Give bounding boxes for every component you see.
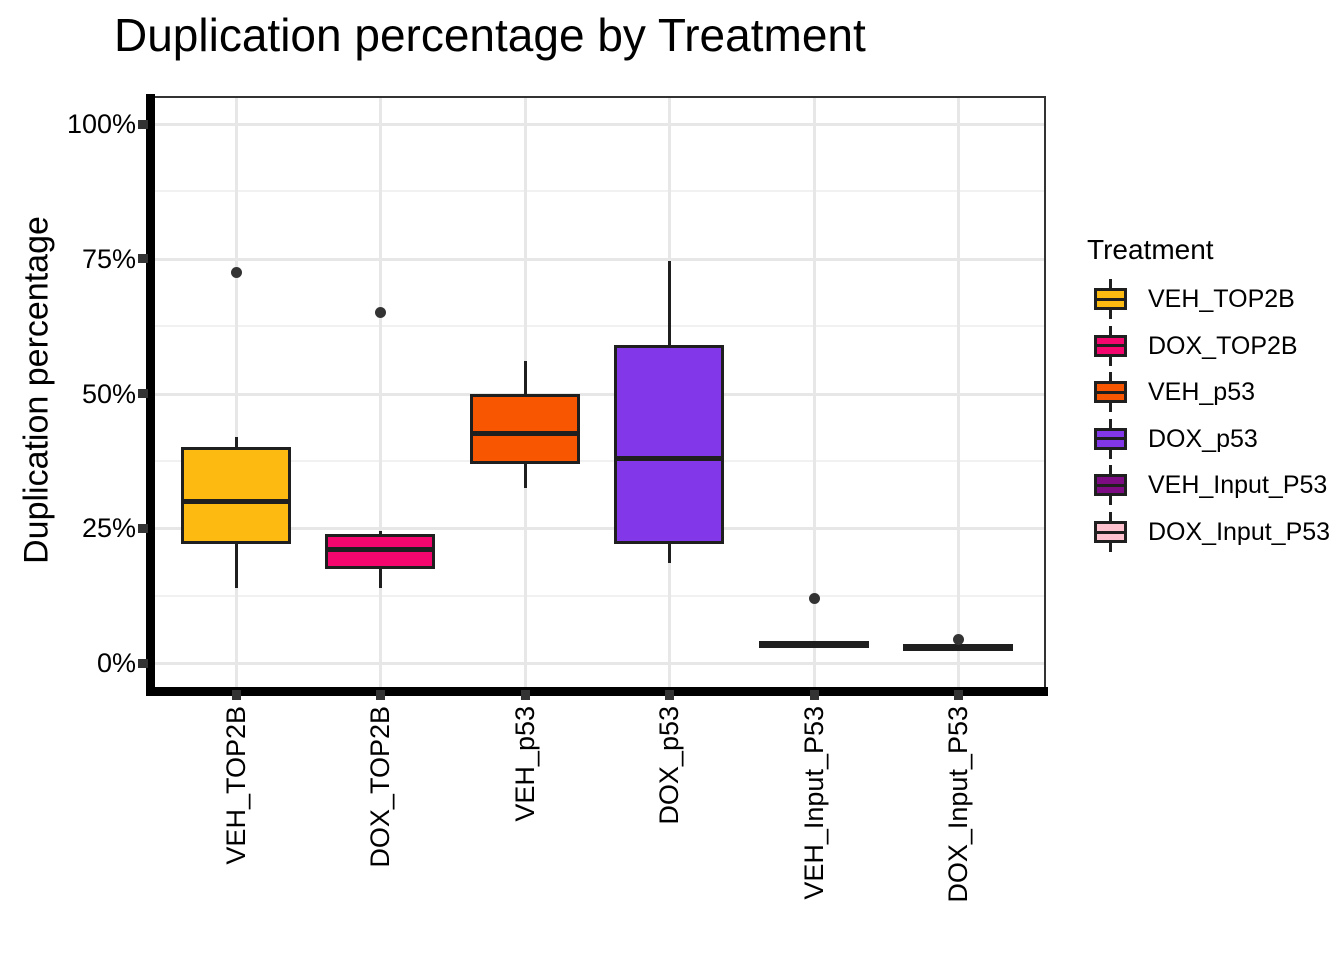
- y-tick-label: 50%: [81, 378, 136, 409]
- box-median: [759, 641, 869, 647]
- x-tick-label: VEH_Input_P53: [799, 706, 829, 900]
- legend-label: VEH_Input_P53: [1148, 471, 1328, 500]
- legend-key-dox-p53: [1094, 418, 1127, 459]
- gridline-v: [379, 96, 382, 691]
- gridline-minor-h: [150, 325, 1046, 328]
- x-tick: [375, 690, 385, 700]
- y-tick: [138, 254, 148, 264]
- legend-key-veh-input-p53: [1094, 465, 1127, 506]
- legend-key-median: [1097, 437, 1124, 441]
- gridline-minor-h: [150, 594, 1046, 597]
- outlier-point: [230, 266, 242, 278]
- page-title: Duplication percentage by Treatment: [114, 9, 866, 61]
- box-median: [614, 455, 724, 461]
- legend-label: DOX_p53: [1148, 424, 1258, 453]
- legend-key-median: [1097, 390, 1124, 394]
- legend-key-veh-p53: [1094, 372, 1127, 413]
- legend-key-dox-input-p53: [1094, 512, 1127, 552]
- axis-line-left: [146, 94, 155, 696]
- legend-label: VEH_TOP2B: [1148, 285, 1295, 313]
- x-tick: [953, 690, 963, 700]
- outlier-point: [952, 634, 964, 646]
- x-tick: [231, 690, 241, 700]
- x-tick-label: DOX_p53: [654, 706, 684, 825]
- y-tick-label: 0%: [96, 648, 136, 678]
- x-tick: [520, 690, 530, 700]
- outlier-point: [374, 307, 386, 319]
- box-rect: [470, 393, 580, 464]
- legend-label: DOX_Input_P53: [1148, 518, 1331, 546]
- y-tick-label: 25%: [81, 513, 136, 544]
- gridline-v: [957, 96, 960, 691]
- gridline-major-h: [150, 392, 1046, 396]
- gridline-major-h: [150, 123, 1046, 126]
- legend-key-median: [1097, 530, 1124, 534]
- y-tick-label: 100%: [66, 109, 136, 139]
- gridline-minor-h: [150, 190, 1046, 193]
- legend-key-median: [1097, 483, 1124, 487]
- box-rect: [614, 344, 724, 545]
- x-tick-label: DOX_TOP2B: [365, 706, 395, 868]
- box-median: [470, 431, 580, 437]
- x-tick-label: VEH_TOP2B: [221, 706, 251, 865]
- legend-key-veh-top2b: [1094, 279, 1127, 319]
- gridline-v: [235, 96, 238, 691]
- box-rect: [181, 447, 291, 545]
- box-median: [903, 643, 1013, 649]
- y-tick: [138, 658, 148, 668]
- legend-key-dox-top2b: [1094, 325, 1127, 366]
- legend-title: Treatment: [1087, 234, 1214, 265]
- box-median: [325, 547, 435, 553]
- legend-key-median: [1097, 344, 1124, 348]
- gridline-major-h: [150, 527, 1046, 531]
- x-tick: [664, 690, 674, 700]
- plot-panel: [150, 96, 1046, 691]
- gridline-major-h: [150, 257, 1046, 261]
- gridline-minor-h: [150, 459, 1046, 462]
- x-tick-label: VEH_p53: [510, 706, 540, 822]
- y-tick: [138, 389, 148, 398]
- axis-line-bottom: [146, 687, 1048, 696]
- gridline-v: [813, 96, 816, 691]
- outlier-point: [808, 592, 820, 604]
- box-median: [181, 498, 291, 504]
- y-tick-label: 75%: [81, 243, 136, 274]
- x-tick: [809, 690, 819, 700]
- legend-label: DOX_TOP2B: [1148, 331, 1298, 360]
- y-tick: [138, 119, 148, 129]
- legend-label: VEH_p53: [1148, 378, 1256, 407]
- x-tick-label: DOX_Input_P53: [943, 706, 973, 903]
- legend-key-median: [1097, 297, 1124, 301]
- gridline-major-h: [150, 662, 1046, 665]
- y-tick: [138, 523, 148, 533]
